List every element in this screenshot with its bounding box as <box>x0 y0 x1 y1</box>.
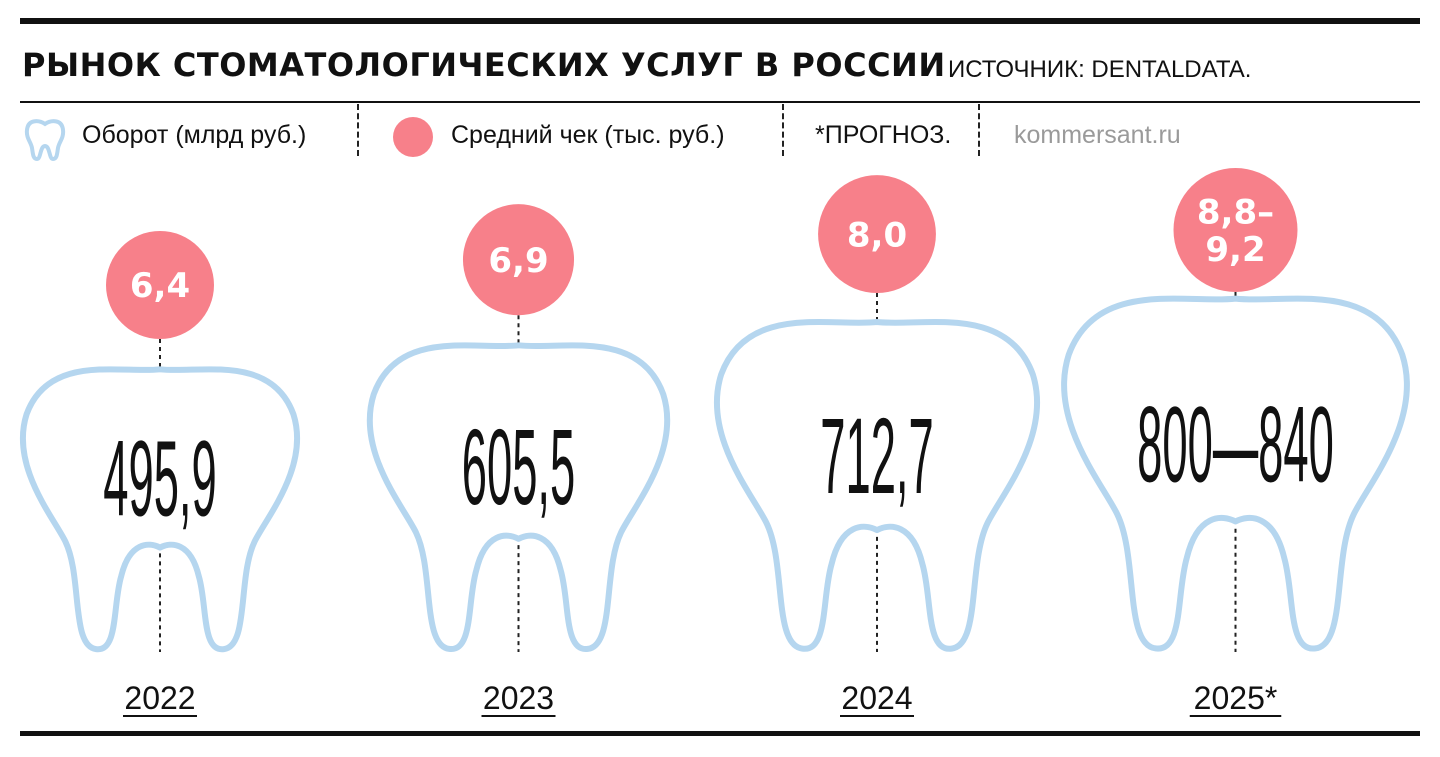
tooth-mark <box>19 366 301 653</box>
top-rule <box>20 18 1420 24</box>
header-divider <box>20 101 1420 103</box>
tooth-mark <box>366 342 671 652</box>
bottom-rule <box>20 731 1420 736</box>
tooth-icon <box>22 116 68 167</box>
avg-check-value-label: 6,4 <box>130 266 190 306</box>
tooth-mark <box>1061 295 1410 652</box>
turnover-value-label: 800—840 <box>1137 384 1334 505</box>
year-label: 2022 <box>124 680 195 716</box>
legend-avg-check-label: Средний чек (тыс. руб.) <box>451 121 725 149</box>
avg-check-circle <box>1173 168 1298 292</box>
source-note: ИСТОЧНИК: DENTALDATA. <box>948 56 1252 83</box>
legend-separator <box>978 104 980 156</box>
year-label: 2024 <box>841 680 912 716</box>
tooth-mark <box>713 319 1041 652</box>
turnover-value-label: 495,9 <box>103 418 216 539</box>
forecast-note: *ПРОГНОЗ. <box>815 121 952 149</box>
year-label: 2025* <box>1194 680 1278 716</box>
avg-check-value-label: 9,2 <box>1205 230 1265 270</box>
avg-check-value-label: 6,9 <box>488 241 548 281</box>
circle-icon <box>393 117 433 157</box>
turnover-value-label: 605,5 <box>462 406 575 527</box>
legend-separator <box>357 104 359 156</box>
avg-check-value-label: 8,8– <box>1197 193 1274 233</box>
avg-check-circle <box>106 231 214 339</box>
year-label: 2023 <box>483 680 554 716</box>
chart-title: РЫНОК СТОМАТОЛОГИЧЕСКИХ УСЛУГ В РОССИИ <box>22 46 946 84</box>
legend-turnover-label: Оборот (млрд руб.) <box>82 121 307 149</box>
avg-check-circle <box>818 175 936 293</box>
avg-check-value-label: 8,0 <box>847 215 907 255</box>
site-credit: kommersant.ru <box>1014 121 1181 149</box>
avg-check-circle <box>462 204 575 316</box>
turnover-value-label: 712,7 <box>820 395 933 516</box>
legend-separator <box>782 104 784 156</box>
